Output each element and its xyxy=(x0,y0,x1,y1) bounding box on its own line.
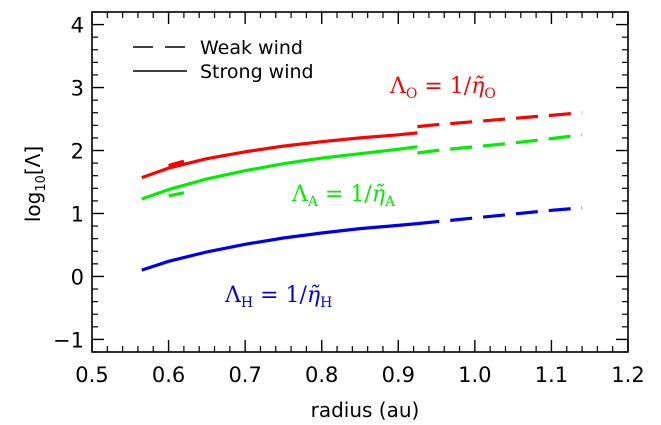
legend-label-strong: Strong wind xyxy=(200,61,314,83)
series-label-ambipolar-eta-sub: A xyxy=(384,194,396,210)
series-label-ohmic-symbol: Λ xyxy=(389,74,407,99)
series-label-ohmic-equals: = 1/ xyxy=(417,74,471,99)
y-axis-label: log10[Λ] xyxy=(21,146,49,222)
legend: Weak wind Strong wind xyxy=(133,37,314,83)
y-tick-label: 3 xyxy=(71,77,84,101)
axis-ticks: 0.5 0.6 0.7 0.8 0.9 1.0 1.1 1.2 −1 0 1 2 3 4 xyxy=(53,11,645,387)
series-label-ohmic: ΛO = 1/η̃O xyxy=(389,74,496,102)
x-tick-label: 1.2 xyxy=(611,363,644,387)
series-label-hall-eta-sub: H xyxy=(320,295,332,311)
series-label-ohmic-eta-sub: O xyxy=(484,86,495,102)
x-tick-label: 0.9 xyxy=(382,363,415,387)
y-tick-label: 2 xyxy=(71,140,84,164)
x-axis-label: radius (au) xyxy=(311,398,420,422)
series-label-ohmic-eta: η̃ xyxy=(471,74,484,99)
x-tick-label: 0.5 xyxy=(75,363,108,387)
series-line-ohmic-weak-wind xyxy=(168,159,185,168)
series-line-ohmic-weak-wind xyxy=(417,111,583,129)
series-label-ohmic-sub: O xyxy=(406,86,417,102)
series-label-ambipolar: ΛA = 1/η̃A xyxy=(291,182,396,210)
series-line-ambipolar-strong-wind xyxy=(141,145,418,201)
y-tick-label: −1 xyxy=(53,328,84,352)
series-layer xyxy=(141,111,583,272)
plot-frame xyxy=(91,11,629,353)
series-line-ambipolar-weak-wind xyxy=(168,191,185,198)
y-axis-label-sub: 10 xyxy=(34,175,49,192)
series-line-ambipolar-weak-wind xyxy=(417,133,583,155)
y-axis-label-bracket: [Λ] xyxy=(21,146,45,175)
x-tick-label: 0.7 xyxy=(228,363,261,387)
series-label-hall-sub: H xyxy=(241,295,253,311)
series-label-ambipolar-symbol: Λ xyxy=(291,182,309,207)
series-label-hall-eta: η̃ xyxy=(307,283,320,308)
y-tick-label: 1 xyxy=(71,202,84,226)
y-tick-label: 4 xyxy=(71,14,84,38)
series-line-ohmic-strong-wind xyxy=(141,131,418,180)
series-line-hall-weak-wind xyxy=(417,206,583,226)
series-label-ambipolar-eta: η̃ xyxy=(372,182,385,207)
y-tick-label: 0 xyxy=(71,265,84,289)
series-label-ambipolar-equals: = 1/ xyxy=(318,182,372,207)
y-axis-label-prefix: log xyxy=(21,192,45,223)
x-tick-label: 1.0 xyxy=(458,363,491,387)
series-label-ambipolar-sub: A xyxy=(307,194,319,210)
x-tick-label: 0.6 xyxy=(152,363,185,387)
x-tick-label: 1.1 xyxy=(535,363,568,387)
series-label-hall: ΛH = 1/η̃H xyxy=(224,283,332,311)
series-label-hall-symbol: Λ xyxy=(224,283,242,308)
x-tick-label: 0.8 xyxy=(305,363,338,387)
series-line-hall-strong-wind xyxy=(141,222,418,272)
legend-label-weak: Weak wind xyxy=(200,37,303,59)
series-label-hall-equals: = 1/ xyxy=(253,283,307,308)
